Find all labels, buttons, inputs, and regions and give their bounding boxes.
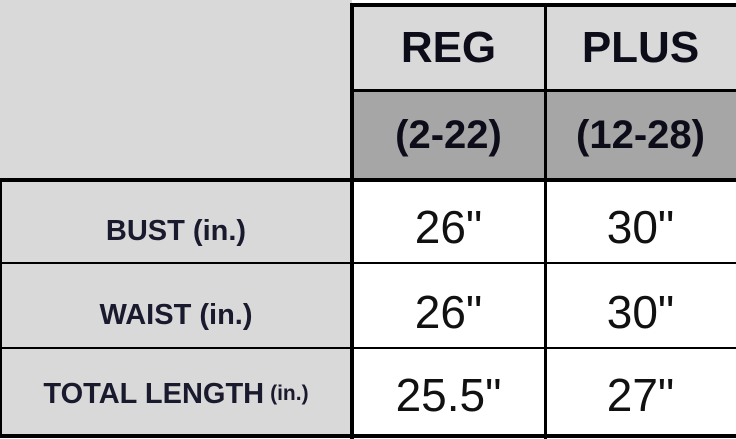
row-unit-text: (in.) [270, 382, 309, 405]
value-waist-reg: 26" [352, 264, 545, 349]
column-range-reg: (2-22) [352, 91, 545, 180]
column-header-label: PLUS [581, 23, 700, 72]
corner-cell [0, 0, 352, 180]
row-label-text: WAIST [99, 299, 192, 331]
column-range-label: (12-28) [576, 113, 705, 157]
value-text: 30" [606, 285, 675, 338]
value-waist-plus: 30" [545, 264, 736, 349]
row-label-text: BUST [105, 214, 185, 247]
row-label-bust: BUST (in.) [0, 180, 352, 264]
grid-line [544, 3, 547, 439]
value-total-length-reg: 25.5" [352, 349, 545, 435]
grid-line [0, 178, 736, 182]
column-header-reg: REG [352, 5, 545, 91]
grid-line [0, 180, 2, 438]
row-label-waist: WAIST (in.) [0, 264, 352, 349]
grid-line [0, 347, 736, 349]
value-text: 27" [606, 369, 675, 421]
grid-line [0, 262, 736, 264]
value-text: 25.5" [395, 369, 502, 421]
row-label-total-length: TOTAL LENGTH (in.) [0, 349, 352, 435]
value-bust-reg: 26" [352, 180, 545, 264]
column-range-plus: (12-28) [545, 91, 736, 180]
row-unit-text: (in.) [199, 299, 253, 331]
column-range-label: (2-22) [395, 113, 502, 157]
row-label-text: TOTAL LENGTH [43, 377, 265, 410]
value-text: 26" [414, 201, 483, 253]
value-text: 30" [606, 201, 675, 253]
grid-line [0, 434, 736, 438]
column-header-plus: PLUS [545, 5, 736, 91]
column-header-label: REG [400, 23, 497, 72]
grid-line [352, 89, 736, 92]
value-bust-plus: 30" [545, 180, 736, 264]
value-total-length-plus: 27" [545, 349, 736, 435]
grid-line [350, 3, 736, 7]
value-text: 26" [414, 285, 483, 338]
grid-line [350, 3, 354, 439]
row-unit-text: (in.) [192, 214, 247, 247]
